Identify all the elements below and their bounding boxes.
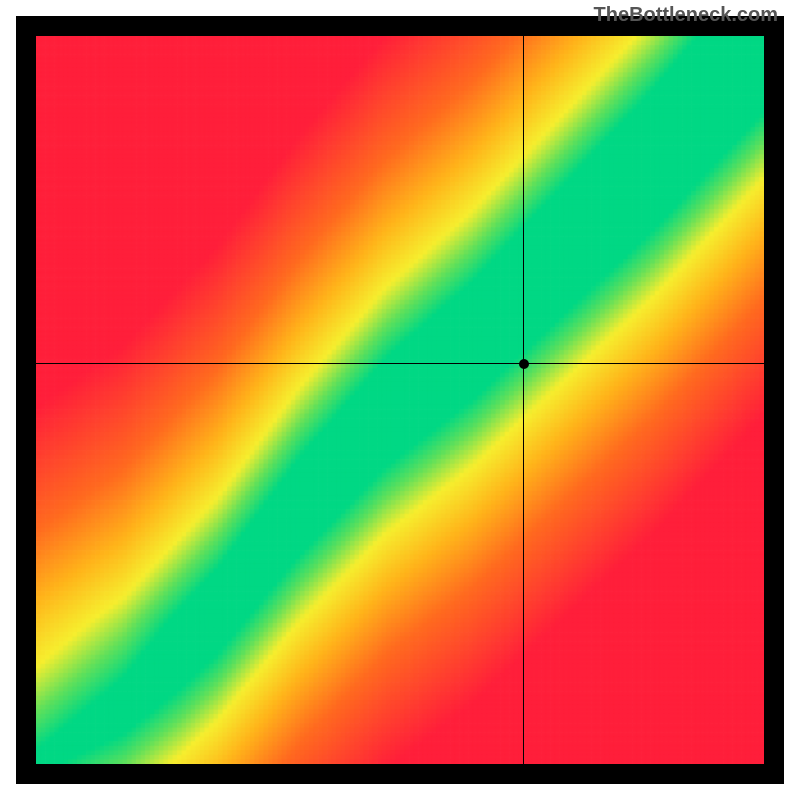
crosshair-horizontal [36,363,764,364]
chart-container: TheBottleneck.com [0,0,800,800]
watermark-text: TheBottleneck.com [594,4,778,27]
marker-dot[interactable] [519,359,529,369]
heatmap-canvas [36,36,764,764]
crosshair-vertical [523,36,524,764]
